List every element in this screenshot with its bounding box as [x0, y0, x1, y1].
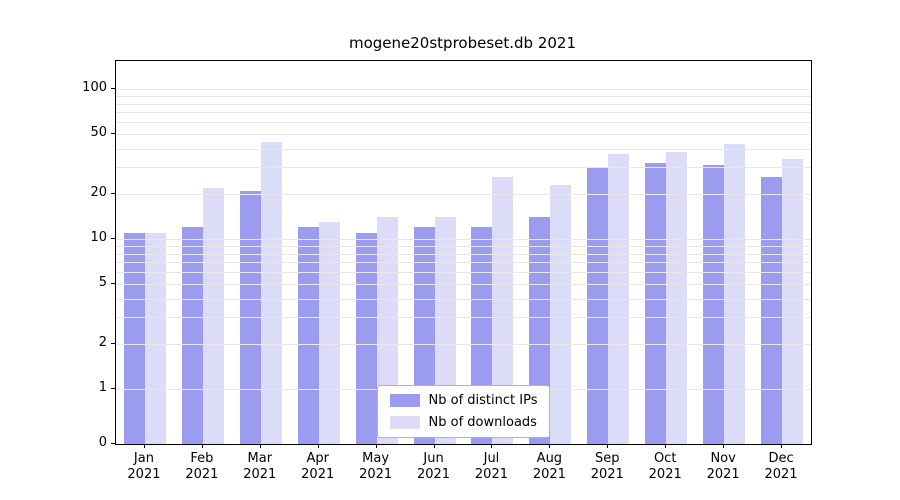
bar-nb-of-downloads-feb — [202, 187, 224, 444]
legend-item-downloads: Nb of downloads — [389, 415, 538, 430]
y-tick-mark — [111, 388, 115, 389]
x-tick-mark — [259, 444, 261, 448]
y-tick-mark — [111, 133, 115, 135]
gridline — [116, 245, 811, 247]
gridline — [116, 103, 811, 105]
y-tick-label: 1 — [98, 380, 107, 395]
legend: Nb of distinct IPs Nb of downloads — [376, 385, 551, 438]
x-tick-label-jun: Jun 2021 — [416, 451, 451, 482]
gridline — [116, 148, 811, 150]
bar-nb-of-distinct-ips-jan — [123, 232, 145, 444]
gridline — [116, 298, 811, 300]
gridline — [116, 239, 811, 240]
x-tick-mark — [781, 444, 783, 448]
gridline — [116, 134, 811, 136]
y-tick-label: 10 — [90, 230, 107, 245]
y-tick-mark — [111, 192, 115, 194]
x-tick-mark — [433, 444, 435, 448]
gridline — [116, 193, 811, 195]
x-tick-mark — [317, 444, 319, 448]
gridline — [116, 272, 811, 274]
legend-item-distinct-ips: Nb of distinct IPs — [389, 393, 538, 408]
plot-area: Nb of distinct IPs Nb of downloads — [115, 60, 812, 445]
legend-swatch-distinct-ips — [389, 394, 420, 407]
bar-nb-of-downloads-jan — [144, 232, 166, 444]
x-tick-label-oct: Oct 2021 — [648, 451, 682, 482]
y-tick-label: 2 — [98, 334, 107, 350]
legend-label-downloads: Nb of downloads — [428, 415, 537, 430]
x-tick-label-jan: Jan 2021 — [127, 451, 161, 482]
x-tick-label-jul: Jul 2021 — [474, 451, 508, 482]
chart-title: mogene20stprobeset.db 2021 — [348, 34, 577, 52]
y-tick-label: 100 — [82, 80, 107, 95]
x-tick-label-aug: Aug 2021 — [532, 451, 566, 482]
y-tick-mark — [111, 283, 115, 285]
bar-nb-of-downloads-jul — [492, 176, 514, 444]
bar-nb-of-distinct-ips-nov — [703, 165, 725, 444]
x-tick-mark — [201, 444, 203, 448]
bar-nb-of-distinct-ips-oct — [645, 163, 667, 444]
gridline — [116, 284, 811, 286]
x-tick-label-dec: Dec 2021 — [764, 451, 798, 482]
bar-nb-of-distinct-ips-may — [355, 232, 377, 444]
x-tick-mark — [665, 444, 667, 448]
gridline — [116, 112, 811, 114]
x-tick-label-nov: Nov 2021 — [706, 451, 740, 482]
y-tick-label: 50 — [90, 125, 107, 141]
x-tick-mark — [491, 444, 493, 448]
gridline — [116, 89, 811, 90]
legend-swatch-downloads — [389, 416, 420, 429]
bar-nb-of-downloads-oct — [666, 152, 688, 444]
bar-nb-of-downloads-dec — [782, 159, 804, 444]
x-tick-label-mar: Mar 2021 — [243, 451, 277, 482]
gridline — [116, 343, 811, 345]
x-tick-mark — [607, 444, 609, 448]
x-tick-label-apr: Apr 2021 — [301, 451, 335, 482]
x-tick-label-feb: Feb 2021 — [185, 451, 219, 482]
gridline — [116, 95, 811, 97]
gridline — [116, 262, 811, 264]
legend-label-distinct-ips: Nb of distinct IPs — [428, 393, 538, 408]
x-tick-label-sep: Sep 2021 — [590, 451, 624, 482]
gridline — [116, 253, 811, 255]
gridline — [116, 317, 811, 319]
bar-nb-of-downloads-nov — [724, 143, 746, 444]
x-tick-label-may: May 2021 — [359, 451, 393, 482]
x-tick-mark — [375, 444, 377, 448]
y-tick-label: 5 — [98, 275, 107, 291]
y-tick-label: 0 — [98, 435, 107, 450]
bar-nb-of-downloads-aug — [550, 184, 572, 444]
y-tick-mark — [111, 443, 115, 444]
gridline — [116, 122, 811, 124]
bar-nb-of-distinct-ips-sep — [587, 167, 609, 444]
bar-nb-of-distinct-ips-feb — [181, 227, 203, 444]
x-tick-mark — [723, 444, 725, 448]
gridline — [116, 167, 811, 169]
bar-nb-of-distinct-ips-dec — [761, 176, 783, 444]
y-tick-mark — [111, 342, 115, 344]
y-tick-mark — [111, 88, 115, 89]
y-tick-mark — [111, 238, 115, 239]
x-tick-mark — [143, 444, 145, 448]
y-tick-label: 20 — [90, 184, 107, 200]
bar-nb-of-distinct-ips-apr — [297, 227, 319, 444]
bar-nb-of-downloads-mar — [260, 142, 282, 444]
x-tick-mark — [549, 444, 551, 448]
bar-nb-of-downloads-apr — [318, 221, 340, 444]
